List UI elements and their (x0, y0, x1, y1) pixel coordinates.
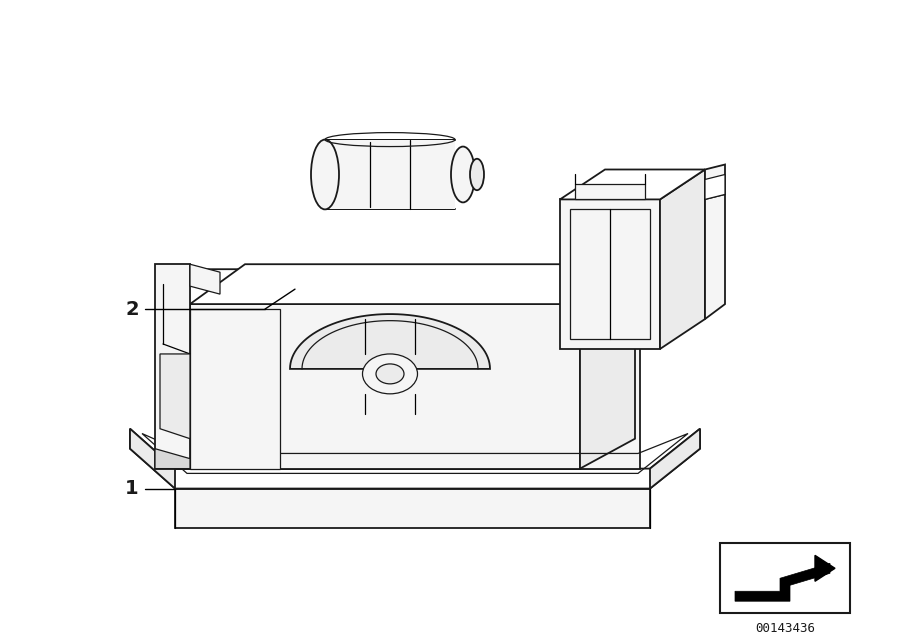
Ellipse shape (311, 139, 339, 209)
Ellipse shape (376, 364, 404, 384)
Polygon shape (735, 563, 830, 601)
Polygon shape (175, 488, 650, 529)
Polygon shape (705, 174, 725, 200)
Bar (720, 543, 850, 613)
Text: 00143436: 00143436 (755, 621, 815, 635)
Polygon shape (130, 429, 700, 488)
Ellipse shape (470, 159, 484, 190)
Polygon shape (660, 170, 705, 349)
Polygon shape (575, 184, 645, 200)
Polygon shape (290, 314, 490, 369)
Polygon shape (650, 429, 700, 488)
Text: 2: 2 (125, 300, 139, 319)
Text: 1: 1 (125, 479, 139, 498)
Polygon shape (155, 448, 190, 469)
Polygon shape (580, 264, 635, 469)
Polygon shape (815, 555, 835, 581)
Polygon shape (160, 354, 190, 439)
Polygon shape (560, 170, 705, 200)
Polygon shape (175, 309, 640, 469)
Ellipse shape (451, 146, 475, 202)
Ellipse shape (363, 354, 418, 394)
Polygon shape (190, 264, 635, 304)
Polygon shape (705, 165, 725, 319)
Polygon shape (190, 304, 580, 469)
Polygon shape (190, 309, 280, 469)
Polygon shape (130, 429, 175, 488)
Polygon shape (175, 269, 690, 309)
Polygon shape (560, 200, 660, 349)
Polygon shape (190, 264, 220, 294)
Polygon shape (155, 264, 190, 469)
Polygon shape (325, 139, 455, 209)
